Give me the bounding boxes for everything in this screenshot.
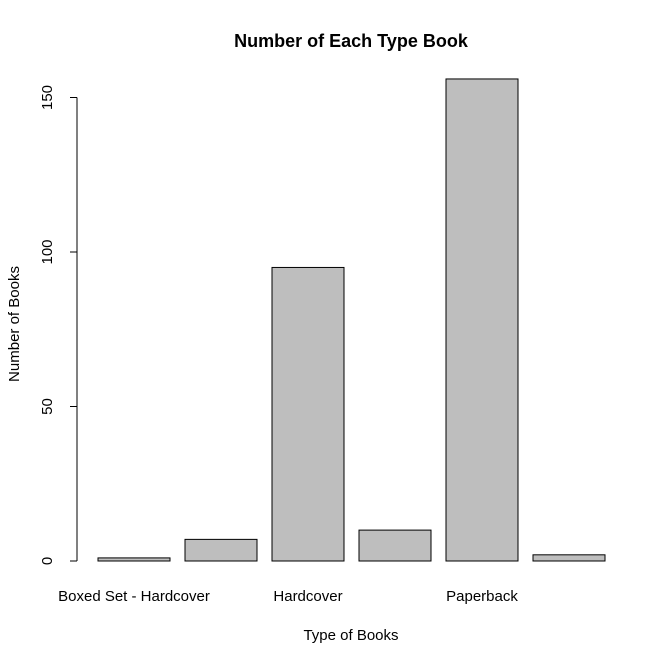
y-tick-label: 100: [39, 239, 56, 264]
bar: [184, 538, 258, 562]
bar: [532, 554, 606, 562]
x-axis-labels: Boxed Set - Hardcover Hardcover Paperback: [58, 588, 518, 605]
y-tick-label: 50: [39, 398, 56, 415]
y-tick-label: 0: [39, 557, 56, 565]
x-axis-label: Type of Books: [303, 627, 398, 644]
bars: [97, 78, 606, 562]
y-tick-label: 150: [39, 85, 56, 110]
bar: [97, 557, 171, 562]
x-tick-label: Boxed Set - Hardcover: [58, 588, 210, 605]
x-tick-label: Hardcover: [273, 588, 342, 605]
chart-title: Number of Each Type Book: [234, 31, 469, 51]
y-axis-label: Number of Books: [6, 266, 23, 382]
bar: [271, 266, 345, 562]
bar: [358, 529, 432, 562]
bar: [445, 78, 519, 562]
x-tick-label: Paperback: [446, 588, 518, 605]
y-axis: 0 50 100 150: [39, 85, 78, 565]
